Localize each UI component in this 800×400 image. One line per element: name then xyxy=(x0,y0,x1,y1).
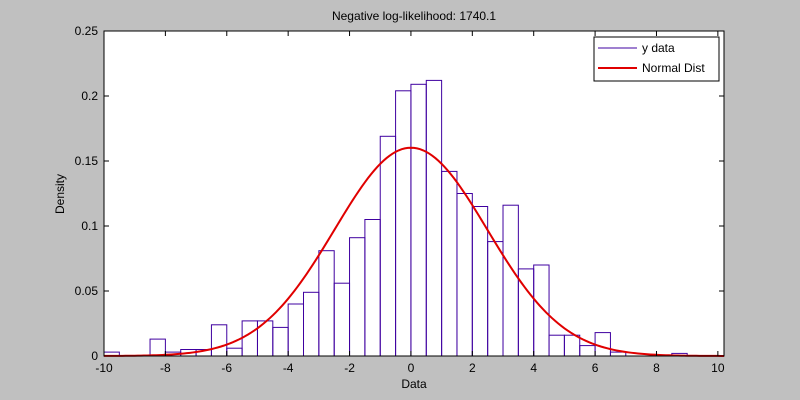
y-axis-label: Density xyxy=(53,174,67,214)
y-tick-label: 0 xyxy=(91,349,98,363)
legend: y data Normal Dist xyxy=(593,36,720,82)
x-axis-label: Data xyxy=(401,377,427,391)
legend-label-normal-dist: Normal Dist xyxy=(642,61,705,75)
x-tick-label: -2 xyxy=(344,361,355,375)
legend-box xyxy=(593,36,720,82)
axis-ticks: -10 -8 -6 -4 -2 0 2 4 6 8 10 0 0.05 0.1 0.15 0.2 0.25 xyxy=(75,24,725,375)
x-tick-label: 4 xyxy=(530,361,537,375)
x-tick-label: -4 xyxy=(283,361,294,375)
axes-background xyxy=(104,31,724,356)
y-tick-label: 0.1 xyxy=(81,219,98,233)
x-tick-label: -8 xyxy=(160,361,171,375)
legend-label-y-data: y data xyxy=(642,41,675,55)
normal-dist-curve xyxy=(103,146,725,357)
y-tick-label: 0.2 xyxy=(81,89,98,103)
y-tick-label: 0.15 xyxy=(75,154,99,168)
chart-title: Negative log-likelihood: 1740.1 xyxy=(332,9,496,23)
x-tick-label: 6 xyxy=(592,361,599,375)
x-tick-label: 8 xyxy=(653,361,660,375)
x-tick-label: 2 xyxy=(469,361,476,375)
x-tick-label: -6 xyxy=(221,361,232,375)
x-tick-label: 10 xyxy=(711,361,725,375)
x-tick-label: 0 xyxy=(408,361,415,375)
y-tick-label: 0.25 xyxy=(75,24,99,38)
x-tick-label: -10 xyxy=(95,361,113,375)
y-tick-label: 0.05 xyxy=(75,284,99,298)
axes-frame xyxy=(103,30,725,357)
